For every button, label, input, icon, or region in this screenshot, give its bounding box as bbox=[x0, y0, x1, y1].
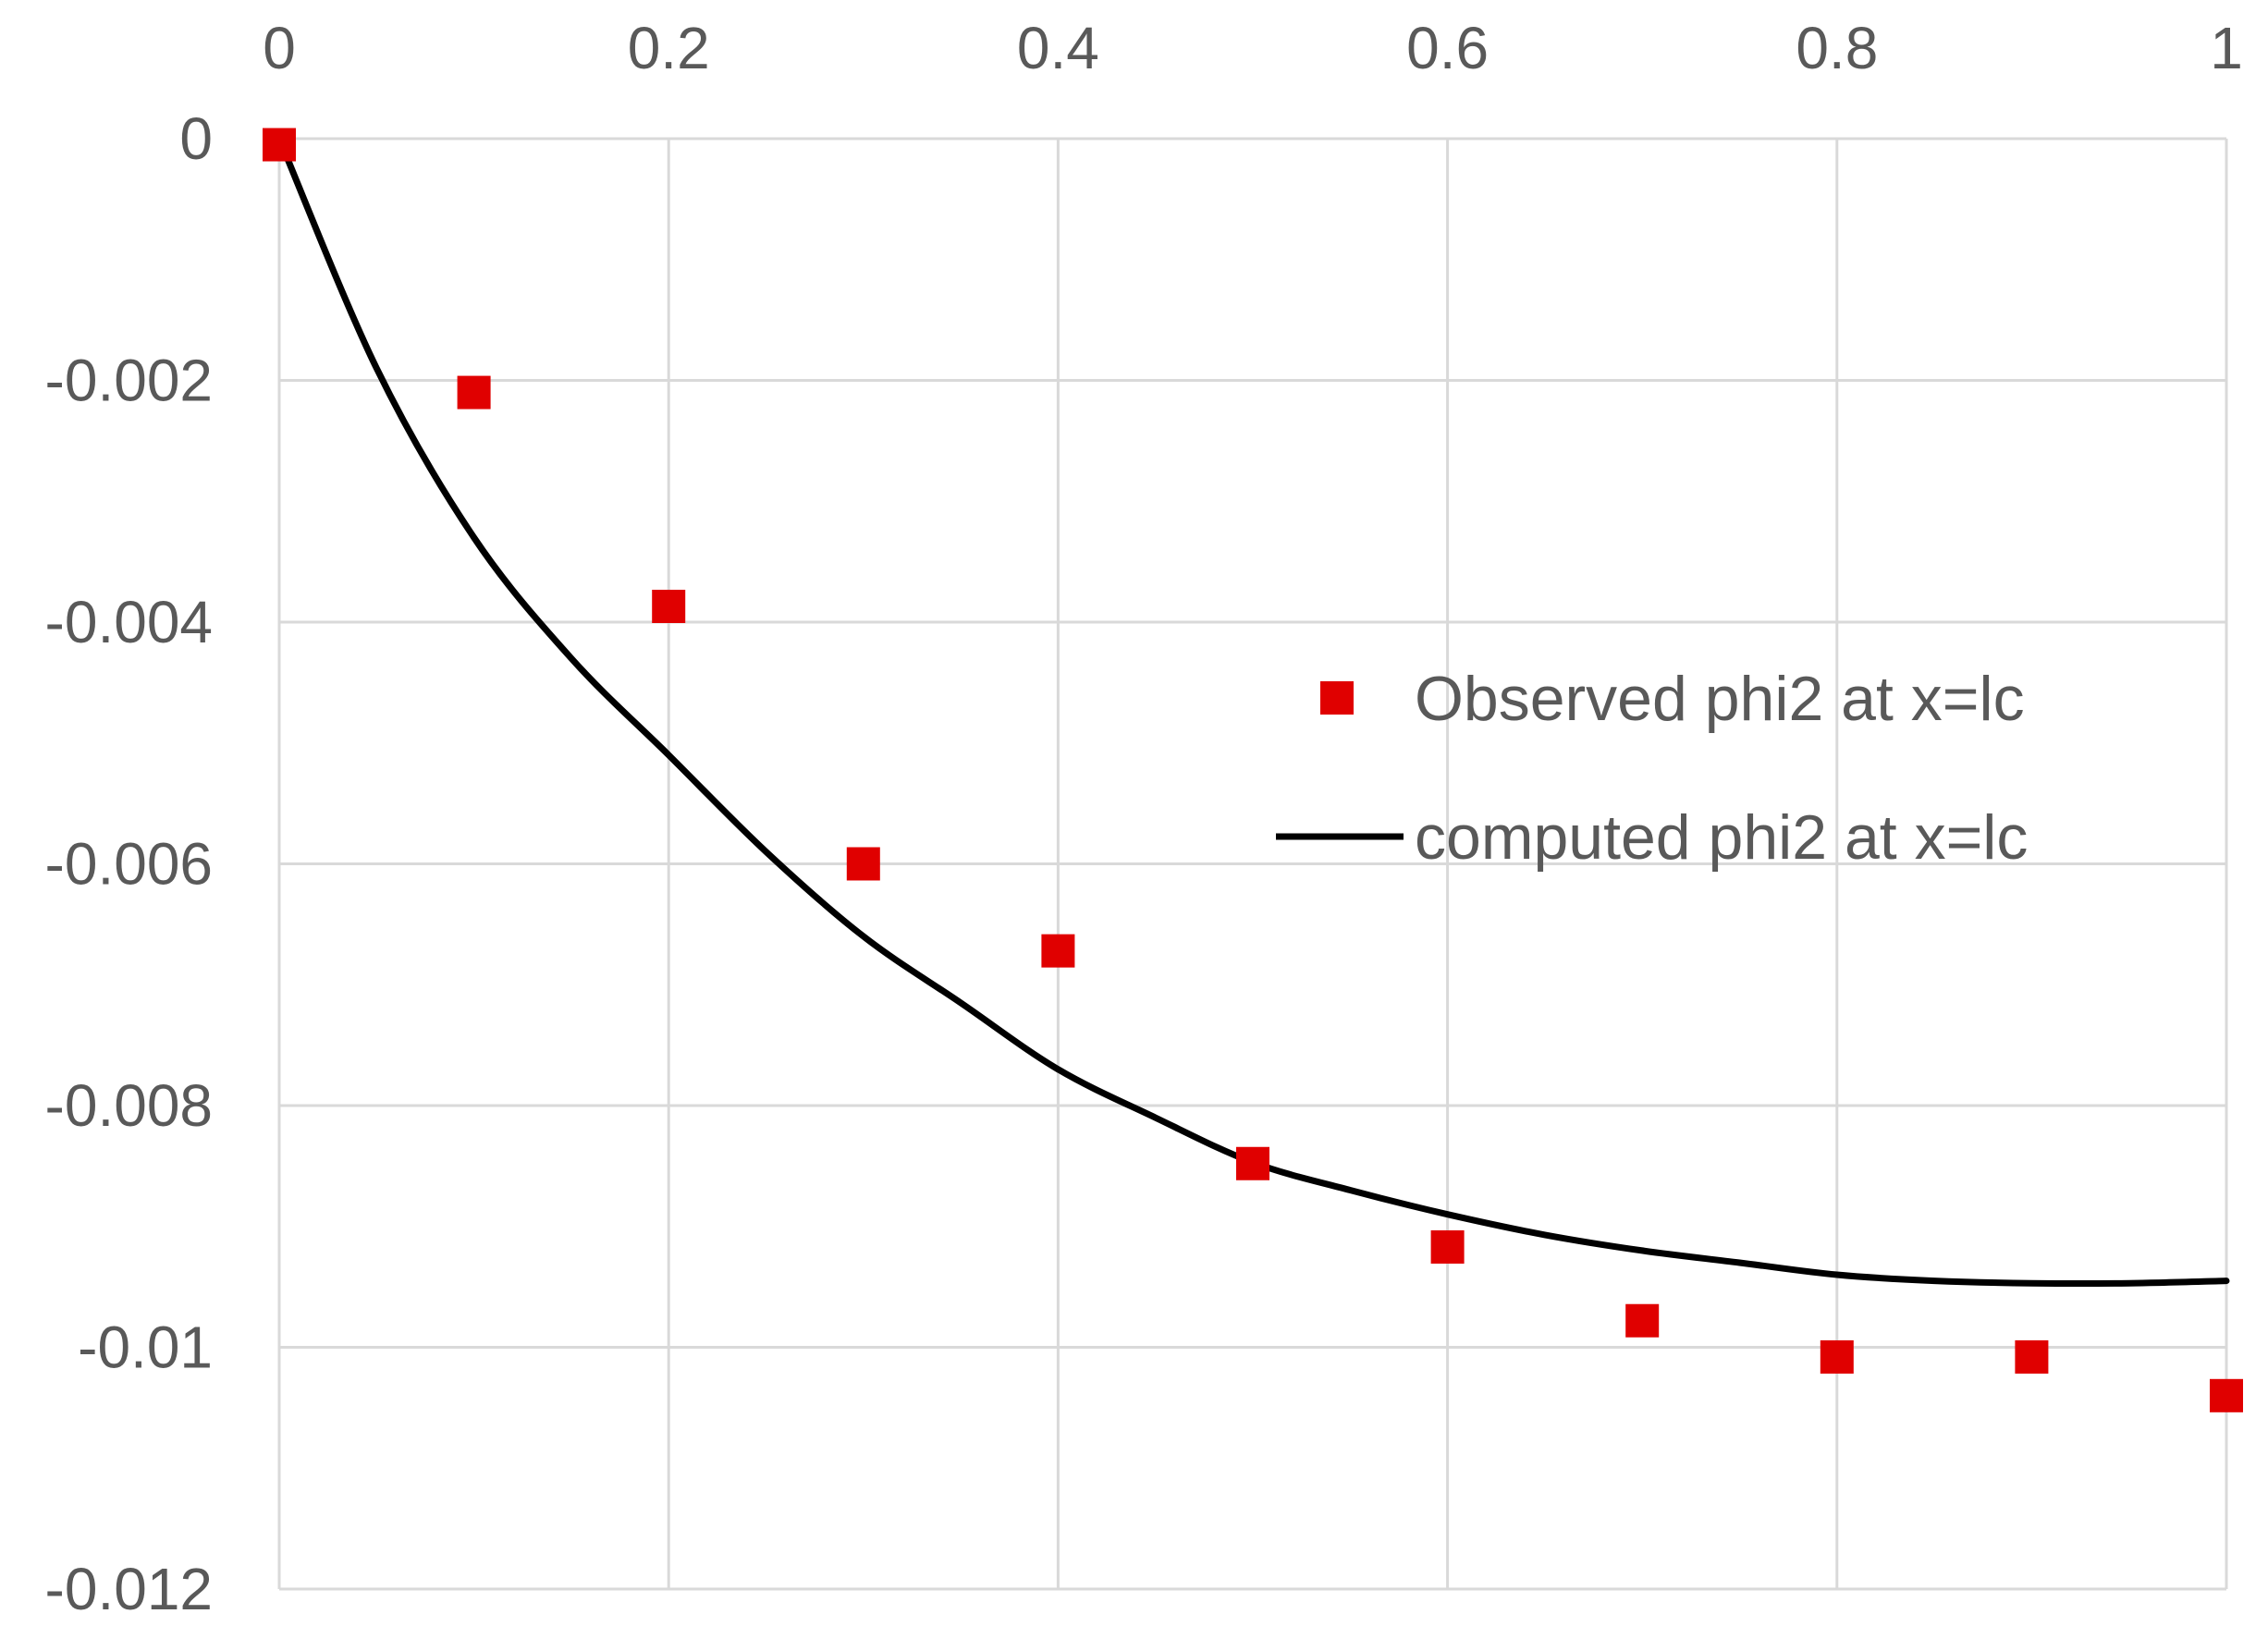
observed-data-point bbox=[457, 375, 491, 410]
y-tick-label: -0.002 bbox=[45, 348, 213, 414]
y-tick-label: -0.012 bbox=[45, 1556, 213, 1622]
grid bbox=[277, 137, 2228, 1591]
observed-data-point bbox=[263, 128, 296, 162]
observed-data-point bbox=[1041, 934, 1075, 968]
observed-data-point bbox=[1820, 1339, 1854, 1374]
observed-data-point bbox=[846, 847, 880, 881]
legend-label: computed phi2 at x=lc bbox=[1415, 802, 2028, 873]
y-tick-label: 0 bbox=[179, 105, 213, 172]
x-tick-label: 1 bbox=[2210, 15, 2243, 81]
x-tick-label: 0.8 bbox=[1796, 15, 1878, 81]
computed-series-layer bbox=[276, 135, 2230, 1287]
observed-series-layer bbox=[263, 128, 2243, 1412]
x-axis-tick-labels: 0 0.2 0.4 0.6 0.8 1 bbox=[263, 15, 2243, 81]
y-tick-label: -0.008 bbox=[45, 1072, 213, 1139]
observed-data-point bbox=[2210, 1378, 2243, 1412]
y-tick-label: -0.004 bbox=[45, 589, 213, 655]
observed-data-point bbox=[1625, 1303, 1660, 1338]
x-tick-label: 0.2 bbox=[628, 15, 710, 81]
legend: Observed phi2 at x=lc computed phi2 at x=… bbox=[1276, 664, 2028, 873]
legend-label: Observed phi2 at x=lc bbox=[1415, 664, 2025, 734]
observed-data-point bbox=[2015, 1339, 2049, 1374]
y-tick-label: -0.006 bbox=[45, 831, 213, 898]
observed-data-point bbox=[1236, 1146, 1269, 1180]
legend-square-swatch bbox=[1320, 681, 1354, 715]
observed-data-point bbox=[652, 590, 686, 624]
x-tick-label: 0.4 bbox=[1017, 15, 1099, 81]
y-axis-tick-labels: 0 -0.002 -0.004 -0.006 -0.008 -0.01 -0.012 bbox=[45, 105, 213, 1622]
computed-series-line bbox=[276, 135, 2230, 1287]
x-tick-label: 0.6 bbox=[1406, 15, 1489, 81]
observed-data-point bbox=[1430, 1229, 1465, 1264]
x-tick-label: 0 bbox=[263, 15, 296, 81]
y-tick-label: -0.01 bbox=[78, 1314, 213, 1381]
